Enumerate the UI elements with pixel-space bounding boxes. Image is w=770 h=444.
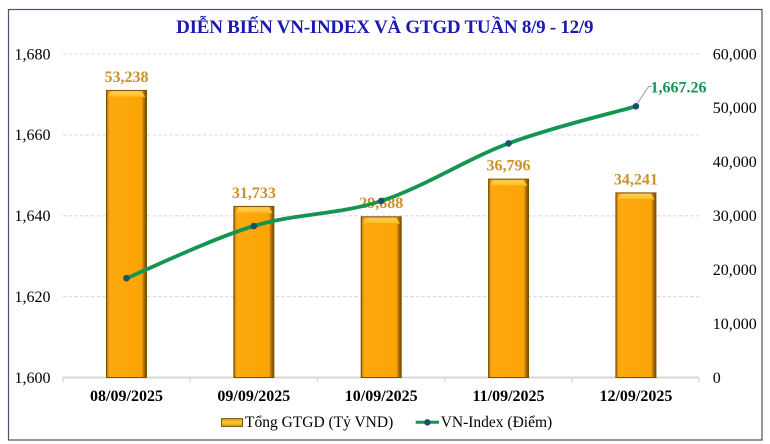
svg-text:1,667.26: 1,667.26 — [651, 80, 707, 97]
svg-text:08/09/2025: 08/09/2025 — [90, 388, 163, 405]
svg-text:31,733: 31,733 — [232, 185, 276, 202]
svg-text:12/09/2025: 12/09/2025 — [599, 388, 672, 405]
svg-text:09/09/2025: 09/09/2025 — [217, 388, 290, 405]
svg-text:34,241: 34,241 — [614, 172, 658, 189]
svg-text:10/09/2025: 10/09/2025 — [345, 388, 418, 405]
svg-text:Tổng GTGD (Tỷ VND): Tổng GTGD (Tỷ VND) — [245, 414, 393, 431]
svg-text:DIỄN BIẾN VN-INDEX VÀ GTGD TUẦ: DIỄN BIẾN VN-INDEX VÀ GTGD TUẦN 8/9 - 12… — [176, 16, 593, 38]
svg-text:36,796: 36,796 — [487, 158, 531, 175]
svg-text:1,620: 1,620 — [15, 289, 51, 306]
svg-text:40,000: 40,000 — [713, 154, 757, 171]
svg-text:0: 0 — [713, 370, 721, 387]
svg-text:10,000: 10,000 — [713, 316, 757, 333]
svg-text:1,600: 1,600 — [15, 370, 51, 387]
svg-text:1,660: 1,660 — [15, 127, 51, 144]
svg-text:53,238: 53,238 — [105, 69, 149, 86]
svg-text:1,680: 1,680 — [15, 46, 51, 63]
svg-text:VN-Index (Điểm): VN-Index (Điểm) — [441, 414, 552, 431]
svg-text:11/09/2025: 11/09/2025 — [473, 388, 545, 405]
svg-text:50,000: 50,000 — [713, 100, 757, 117]
svg-text:30,000: 30,000 — [713, 208, 757, 225]
svg-text:60,000: 60,000 — [713, 46, 757, 63]
svg-text:1,640: 1,640 — [15, 208, 51, 225]
svg-text:20,000: 20,000 — [713, 262, 757, 279]
